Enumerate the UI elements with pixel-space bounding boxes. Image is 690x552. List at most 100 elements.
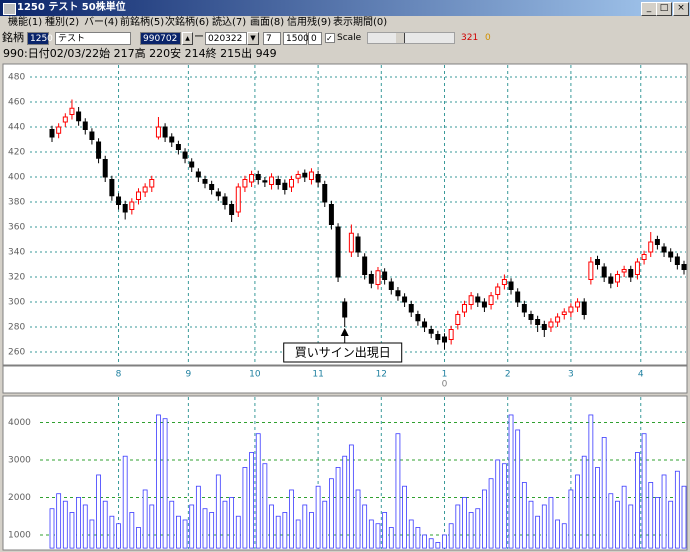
scroll-thumb[interactable] [396,33,405,43]
volume-bar [681,485,687,549]
field3-input[interactable]: 0 [308,32,322,45]
candle-body [242,179,248,188]
candle-body [229,204,235,215]
candle-body [442,336,448,343]
candle-body [235,186,241,213]
volume-bar [615,500,620,549]
volume-bar [595,467,600,549]
menu-item[interactable]: 次銘柄(6) [165,17,210,28]
volume-bar [635,452,640,549]
candle-body [634,261,640,275]
volume-bar [269,504,274,549]
volume-bar [442,534,447,549]
candle-body [315,174,321,183]
menu-item[interactable]: 表示期間(0) [333,17,388,28]
candle-body [601,266,607,278]
candle-body [475,296,481,303]
candle-body [588,261,594,280]
volume-bar [435,542,441,549]
candle-body [129,201,135,210]
menu-item[interactable]: 種別(2) [45,17,80,28]
volume-bar [202,508,208,549]
info-line: 990:日付02/03/22始 217高 220安 214終 215出 949 [3,47,277,60]
candle-body [76,111,82,122]
y-tick-label: 380 [8,198,25,208]
volume-bar [96,474,101,549]
volume-bar [654,497,660,549]
volume-bar [628,504,634,549]
annotation-box [283,342,403,363]
volume-bar [82,504,88,549]
volume-bar [255,433,261,549]
candle-body [109,179,115,197]
candle-body [455,314,461,325]
candle-body [535,319,541,325]
volume-bar [215,474,221,549]
scale-checkbox[interactable]: ✓ [325,33,335,43]
candle-body [368,274,374,284]
to-dropdown[interactable]: ▼ [247,32,259,45]
candle-body [269,176,275,185]
field1-input[interactable]: 7 [263,32,281,45]
candle-body [595,259,601,265]
candle-body [222,196,228,205]
menu-item[interactable]: 前銘柄(5) [120,17,165,28]
volume-bar [222,500,228,549]
candle-body [481,301,487,308]
volume-bar [402,485,407,549]
volume-bar [315,485,321,549]
candle-body [155,126,161,138]
candle-body [169,136,175,143]
candle-body [448,329,454,340]
y-tick-label: 480 [8,73,25,83]
volume-bar [322,500,328,549]
menu-item[interactable]: 信用残(9) [287,17,332,28]
volume-bar [495,459,501,549]
candle-body [428,329,434,334]
code-input[interactable]: 1250 [27,32,53,45]
candle-body [548,321,554,328]
y-tick-label: 4000 [8,418,31,428]
candle-body [528,314,534,320]
volume-bar [102,500,108,549]
candle-body [348,232,354,253]
x-tick-label: 4 [638,370,644,380]
menu-item[interactable]: バー(4) [84,17,119,28]
volume-bar [56,493,62,549]
volume-bar [515,429,521,549]
volume-bar [262,463,268,549]
y-tick-label: 400 [8,173,25,183]
name-input[interactable]: テスト [55,32,131,45]
menu-item[interactable]: 画面(8) [250,17,285,28]
volume-bar [428,538,434,549]
volume-bar [561,523,567,549]
menu-item[interactable]: 読込(7) [212,17,247,28]
y-tick-label: 320 [8,273,25,283]
volume-bar [408,519,414,549]
menu-item[interactable]: 機能(1) [8,17,43,28]
from-spinner[interactable]: ▲ [182,32,193,45]
volume-bar [335,467,341,549]
scrollbar[interactable] [367,32,455,44]
candle-body [89,131,95,140]
volume-bar [661,474,667,549]
candle-body [189,161,195,168]
x-tick-label: 11 [312,370,323,380]
candle-body [681,264,687,270]
volume-bar [482,489,487,549]
volume-bar [674,470,680,549]
volume-bar [388,527,394,549]
x-tick-label: 1 [442,370,448,380]
to-input[interactable]: 020322 [205,32,247,45]
candle-body [302,172,308,178]
from-input[interactable]: 990702 [140,32,181,45]
field2-input[interactable]: 1500 [283,32,309,45]
x-axis-band [2,365,688,394]
candle-body [515,291,521,303]
close-button[interactable]: × [673,2,689,16]
candle-body [249,174,255,183]
volume-bar [76,497,82,549]
volume-bar [588,414,594,549]
y-tick-label: 360 [8,223,25,233]
maximize-button[interactable]: □ [656,2,672,16]
